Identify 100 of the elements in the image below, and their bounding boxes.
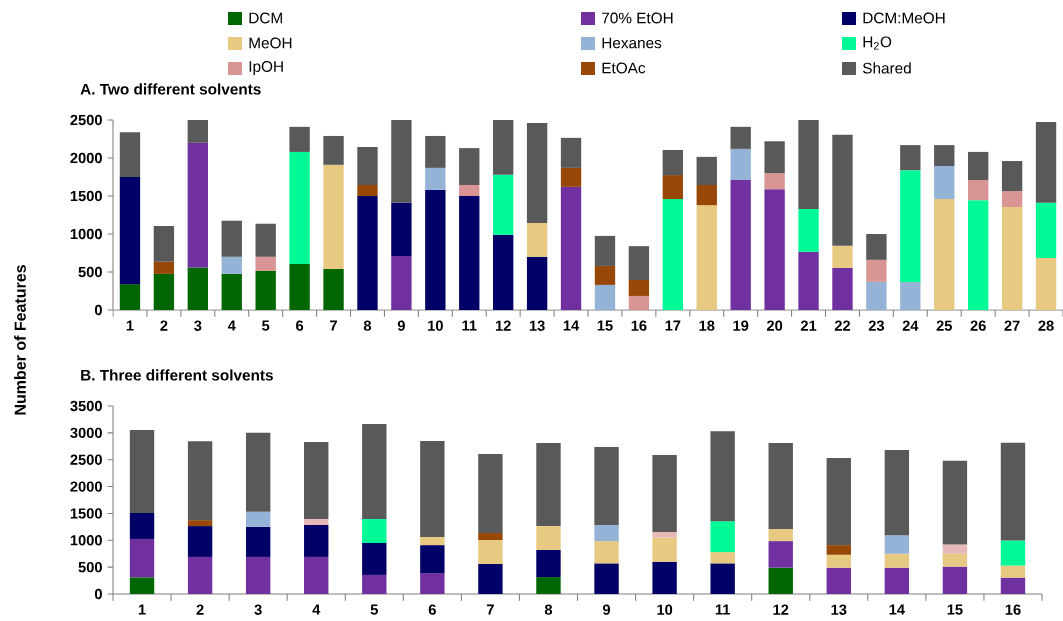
bar [526,123,548,223]
x-tick-label: 9 [397,320,405,331]
bar [187,520,213,527]
bar [710,521,735,553]
bar [420,573,445,594]
y-tick-label: 500 [78,266,102,278]
bar [826,567,851,594]
bar [1001,161,1023,192]
bar [129,512,155,539]
x-tick-label: 21 [800,320,817,331]
x-tick-label: 13 [831,604,847,615]
bar [1035,257,1057,310]
bar [628,295,650,310]
y-tick-label: 1000 [70,535,102,546]
x-tick-label: 17 [665,320,681,331]
bar [832,134,853,246]
bar [493,234,514,310]
bar [493,174,514,235]
y-tick-label: 1500 [70,508,102,519]
y-tick-label: 1000 [70,228,102,240]
chart-title: B. Three different solvents [81,369,273,381]
bar [289,264,310,310]
bar [710,563,735,594]
bar [900,145,921,171]
bar [798,120,819,209]
bar [362,542,387,575]
x-tick-label: 15 [947,604,963,615]
bar [628,246,650,280]
bar [594,541,619,564]
legend-label: DCM [249,12,282,24]
bar [304,519,329,525]
y-tick-label: 500 [78,561,102,573]
bar [884,567,910,594]
bar [594,265,616,285]
bar [696,156,717,185]
bar [652,454,677,532]
bar [652,531,677,538]
bar [357,196,378,310]
bar [187,120,208,143]
bar [1035,121,1057,203]
legend-label: 70% EtOH [602,12,673,24]
bar [425,189,446,310]
x-tick-label: 11 [715,604,730,615]
bar [1035,202,1057,258]
y-tick-label: 2500 [70,114,102,126]
x-tick-label: 7 [486,604,494,615]
x-tick-label: 1 [126,320,134,331]
bar [826,545,851,555]
x-tick-label: 12 [495,320,511,331]
x-tick-label: 6 [428,604,436,615]
bar [768,443,793,530]
x-tick-label: 28 [1038,320,1054,331]
x-tick-label: 7 [330,320,337,331]
y-tick-label: 3000 [70,427,102,439]
x-tick-label: 16 [631,320,647,331]
bar [357,146,378,185]
bar [289,126,310,152]
bar [968,151,989,181]
bar [478,540,503,564]
chart-title: A. Two different solvents [80,83,261,95]
bar [362,519,387,543]
bar [934,199,955,310]
bar [304,556,329,594]
bar [221,256,242,274]
bar [560,167,582,187]
bar [710,552,735,564]
bar [187,441,213,521]
bar [119,284,141,310]
x-tick-label: 2 [160,320,168,331]
x-tick-label: 12 [773,604,789,615]
bar [884,535,910,554]
bar [526,256,548,310]
bar [942,553,968,567]
x-tick-label: 14 [563,320,580,331]
bar [560,137,582,168]
bar [798,208,819,252]
bar [764,141,785,174]
bar [942,544,968,554]
bar [323,135,344,165]
bar [798,251,819,310]
bar [560,186,582,310]
bar [187,556,213,594]
bar [323,268,344,310]
bar [255,256,276,271]
x-tick-label: 4 [227,320,236,331]
legend-label: Hexanes [602,37,662,49]
x-tick-label: 23 [868,320,885,331]
legend-label: MeOH [249,37,292,49]
bar [459,148,480,185]
y-tick-label: 0 [94,588,102,600]
bar [420,545,445,574]
x-tick-label: 11 [462,320,477,331]
bar [652,561,677,594]
bar [1001,207,1023,310]
bar [652,537,677,562]
bar [526,222,548,257]
x-tick-label: 3 [254,604,262,615]
bar [493,120,514,175]
bar [768,567,793,594]
bar [129,577,155,594]
